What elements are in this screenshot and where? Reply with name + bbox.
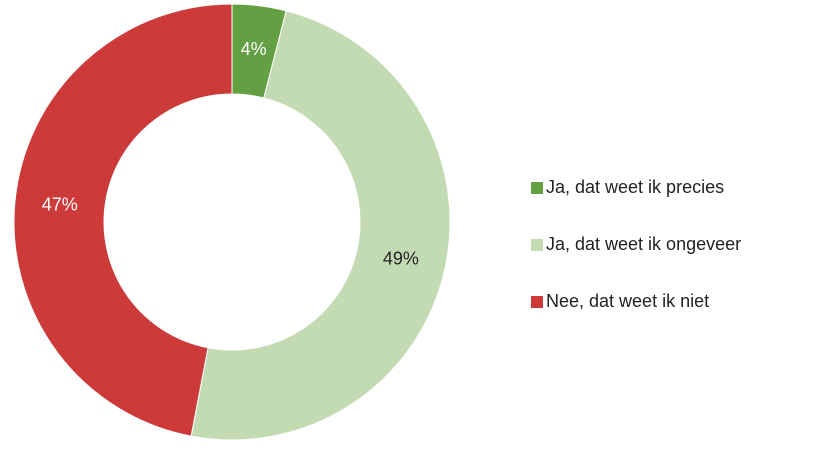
slice (13, 3, 233, 437)
legend-label: Nee, dat weet ik niet (546, 291, 709, 311)
value-label: 47% (42, 194, 78, 214)
legend-swatch (531, 182, 543, 194)
legend-label: Ja, dat weet ik precies (546, 177, 724, 197)
value-label: 4% (241, 39, 267, 59)
legend-swatch (531, 239, 543, 251)
legend-swatch (531, 296, 543, 308)
legend-label: Ja, dat weet ik ongeveer (546, 234, 741, 254)
slice (190, 10, 451, 441)
value-label: 49% (383, 248, 419, 268)
